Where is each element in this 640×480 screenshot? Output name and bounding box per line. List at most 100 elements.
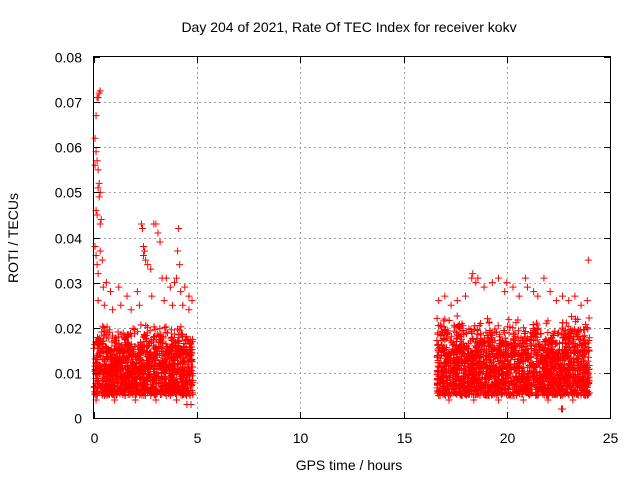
data-point	[120, 355, 128, 363]
data-point	[157, 339, 165, 347]
data-point	[556, 391, 564, 399]
data-point	[542, 338, 550, 346]
data-point	[584, 357, 592, 365]
data-point	[478, 340, 486, 348]
data-point	[488, 344, 496, 352]
x-tick-label: 25	[603, 430, 619, 446]
data-point	[134, 385, 142, 393]
data-point	[453, 390, 461, 398]
data-point	[572, 354, 580, 362]
x-axis-title: GPS time / hours	[296, 457, 403, 473]
data-point	[551, 374, 559, 382]
data-point	[496, 351, 504, 359]
data-point	[95, 380, 103, 388]
data-point	[436, 343, 444, 351]
data-point	[582, 367, 590, 375]
data-point	[575, 349, 583, 357]
data-point	[565, 391, 573, 399]
data-point	[480, 283, 488, 291]
data-point	[465, 387, 473, 395]
data-point	[96, 340, 104, 348]
data-point	[534, 292, 542, 300]
data-point	[436, 359, 444, 367]
data-point	[444, 329, 452, 337]
x-tick-label: 10	[293, 430, 309, 446]
data-point	[562, 350, 570, 358]
data-point	[456, 342, 464, 350]
data-point	[153, 330, 161, 338]
data-point	[564, 341, 572, 349]
data-point	[180, 357, 188, 365]
data-point	[96, 220, 104, 228]
data-point	[108, 366, 116, 374]
data-point	[138, 382, 146, 390]
data-point	[127, 349, 135, 357]
data-point	[518, 356, 526, 364]
data-point	[514, 360, 522, 368]
data-point	[494, 357, 502, 365]
data-point	[479, 337, 487, 345]
data-point	[511, 329, 519, 337]
data-point	[584, 346, 592, 354]
data-point	[135, 301, 143, 309]
data-point	[152, 220, 160, 228]
data-point	[147, 265, 155, 273]
data-point	[472, 279, 480, 287]
data-point	[172, 378, 180, 386]
data-point	[555, 376, 563, 384]
data-point	[548, 339, 556, 347]
data-point	[438, 323, 446, 331]
data-point	[581, 326, 589, 334]
data-point	[508, 353, 516, 361]
data-point	[101, 362, 109, 370]
data-point	[434, 329, 442, 337]
data-point	[495, 274, 503, 282]
data-point	[152, 378, 160, 386]
data-point	[128, 358, 136, 366]
data-point	[450, 377, 458, 385]
data-point	[91, 243, 99, 251]
data-point	[453, 356, 461, 364]
data-point	[159, 333, 167, 341]
data-point	[114, 383, 122, 391]
data-point	[503, 374, 511, 382]
data-point	[131, 364, 139, 372]
data-point	[447, 332, 455, 340]
data-point	[534, 324, 542, 332]
data-point	[505, 316, 513, 324]
data-point	[559, 339, 567, 347]
chart-title: Day 204 of 2021, Rate Of TEC Index for r…	[181, 19, 516, 35]
data-point	[166, 283, 174, 291]
data-point	[93, 261, 101, 269]
data-point	[441, 329, 449, 337]
data-point	[127, 306, 135, 314]
data-point	[537, 354, 545, 362]
y-tick-label: 0	[74, 411, 82, 427]
data-point	[446, 337, 454, 345]
data-point	[549, 390, 557, 398]
data-point	[453, 338, 461, 346]
data-point	[509, 283, 517, 291]
data-point	[581, 336, 589, 344]
data-point	[175, 331, 183, 339]
data-point	[185, 306, 193, 314]
data-point	[490, 362, 498, 370]
data-point	[544, 329, 552, 337]
data-point	[484, 315, 492, 323]
data-point	[509, 372, 517, 380]
data-point	[125, 367, 133, 375]
data-point	[455, 357, 463, 365]
data-point	[520, 340, 528, 348]
data-point	[464, 367, 472, 375]
data-point	[488, 335, 496, 343]
data-point	[138, 348, 146, 356]
data-point	[189, 363, 197, 371]
data-point	[161, 324, 169, 332]
data-point	[141, 247, 149, 255]
data-point	[179, 354, 187, 362]
data-point	[490, 389, 498, 397]
data-point	[94, 184, 102, 192]
data-point	[472, 368, 480, 376]
data-point	[150, 342, 158, 350]
data-point	[99, 375, 107, 383]
